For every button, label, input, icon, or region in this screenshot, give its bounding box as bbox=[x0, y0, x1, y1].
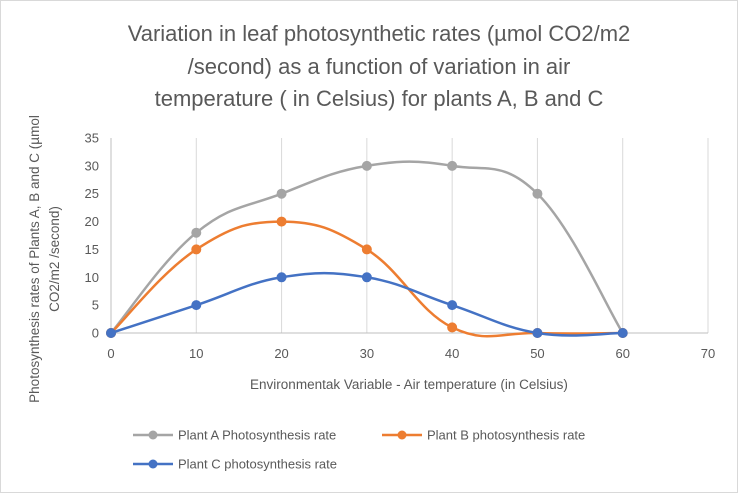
data-point bbox=[532, 328, 543, 338]
data-point bbox=[532, 188, 543, 199]
x-tick-label: 50 bbox=[530, 346, 544, 361]
y-axis-title-line-2: CO2/m2 /second) bbox=[47, 206, 62, 312]
data-point bbox=[447, 322, 458, 333]
series-group bbox=[106, 160, 628, 338]
chart-title: Variation in leaf photosynthetic rates (… bbox=[128, 21, 631, 111]
y-axis-title-line-1: Photosynthesis rates of Plants A, B and … bbox=[27, 115, 42, 403]
x-tick-label: 60 bbox=[615, 346, 629, 361]
y-tick-label: 10 bbox=[85, 270, 99, 285]
data-point bbox=[276, 188, 287, 199]
data-point bbox=[361, 244, 372, 255]
legend-item-1: Plant A Photosynthesis rate bbox=[133, 428, 336, 443]
data-point bbox=[276, 216, 287, 227]
data-point bbox=[447, 160, 458, 171]
legend-label: Plant A Photosynthesis rate bbox=[178, 428, 336, 443]
y-tick-label: 35 bbox=[85, 131, 99, 146]
legend-item-2: Plant B photosynthesis rate bbox=[382, 428, 585, 443]
legend-swatch-marker bbox=[397, 430, 407, 440]
legend-label: Plant B photosynthesis rate bbox=[427, 428, 585, 443]
x-tick-label: 40 bbox=[445, 346, 459, 361]
data-point bbox=[191, 227, 202, 238]
data-point bbox=[617, 328, 628, 338]
chart-title-line-2: /second) as a function of variation in a… bbox=[188, 54, 571, 79]
data-point bbox=[106, 328, 116, 338]
x-tick-label: 0 bbox=[107, 346, 114, 361]
y-tick-label: 20 bbox=[85, 214, 99, 229]
data-point bbox=[361, 272, 372, 283]
data-point bbox=[191, 300, 202, 311]
y-tick-label: 0 bbox=[92, 326, 99, 341]
legend-item-3: Plant C photosynthesis rate bbox=[133, 457, 337, 472]
x-tick-label: 20 bbox=[274, 346, 288, 361]
legend: Plant A Photosynthesis rate Plant B photo… bbox=[133, 428, 585, 472]
x-tick-label: 70 bbox=[701, 346, 715, 361]
y-axis-title: Photosynthesis rates of Plants A, B and … bbox=[27, 115, 62, 403]
series-3 bbox=[106, 271, 628, 338]
data-point bbox=[361, 160, 372, 171]
x-tick-label: 30 bbox=[360, 346, 374, 361]
chart-title-line-3: temperature ( in Celsius) for plants A, … bbox=[155, 86, 604, 111]
y-tick-label: 30 bbox=[85, 158, 99, 173]
y-tick-label: 25 bbox=[85, 186, 99, 201]
data-point bbox=[191, 244, 202, 255]
legend-swatch-marker bbox=[148, 459, 158, 469]
y-tick-label: 15 bbox=[85, 242, 99, 257]
chart-title-line-1: Variation in leaf photosynthetic rates (… bbox=[128, 21, 631, 46]
x-axis-title: Environmentak Variable - Air temperature… bbox=[250, 377, 568, 392]
legend-label: Plant C photosynthesis rate bbox=[178, 457, 337, 472]
legend-swatch-marker bbox=[148, 430, 158, 440]
data-point bbox=[276, 272, 287, 283]
x-tick-label: 10 bbox=[189, 346, 203, 361]
axes: 0 10 20 30 40 50 60 70 0 5 10 15 20 25 30 35 bbox=[85, 131, 716, 362]
y-tick-label: 5 bbox=[92, 298, 99, 313]
data-point bbox=[447, 300, 458, 311]
